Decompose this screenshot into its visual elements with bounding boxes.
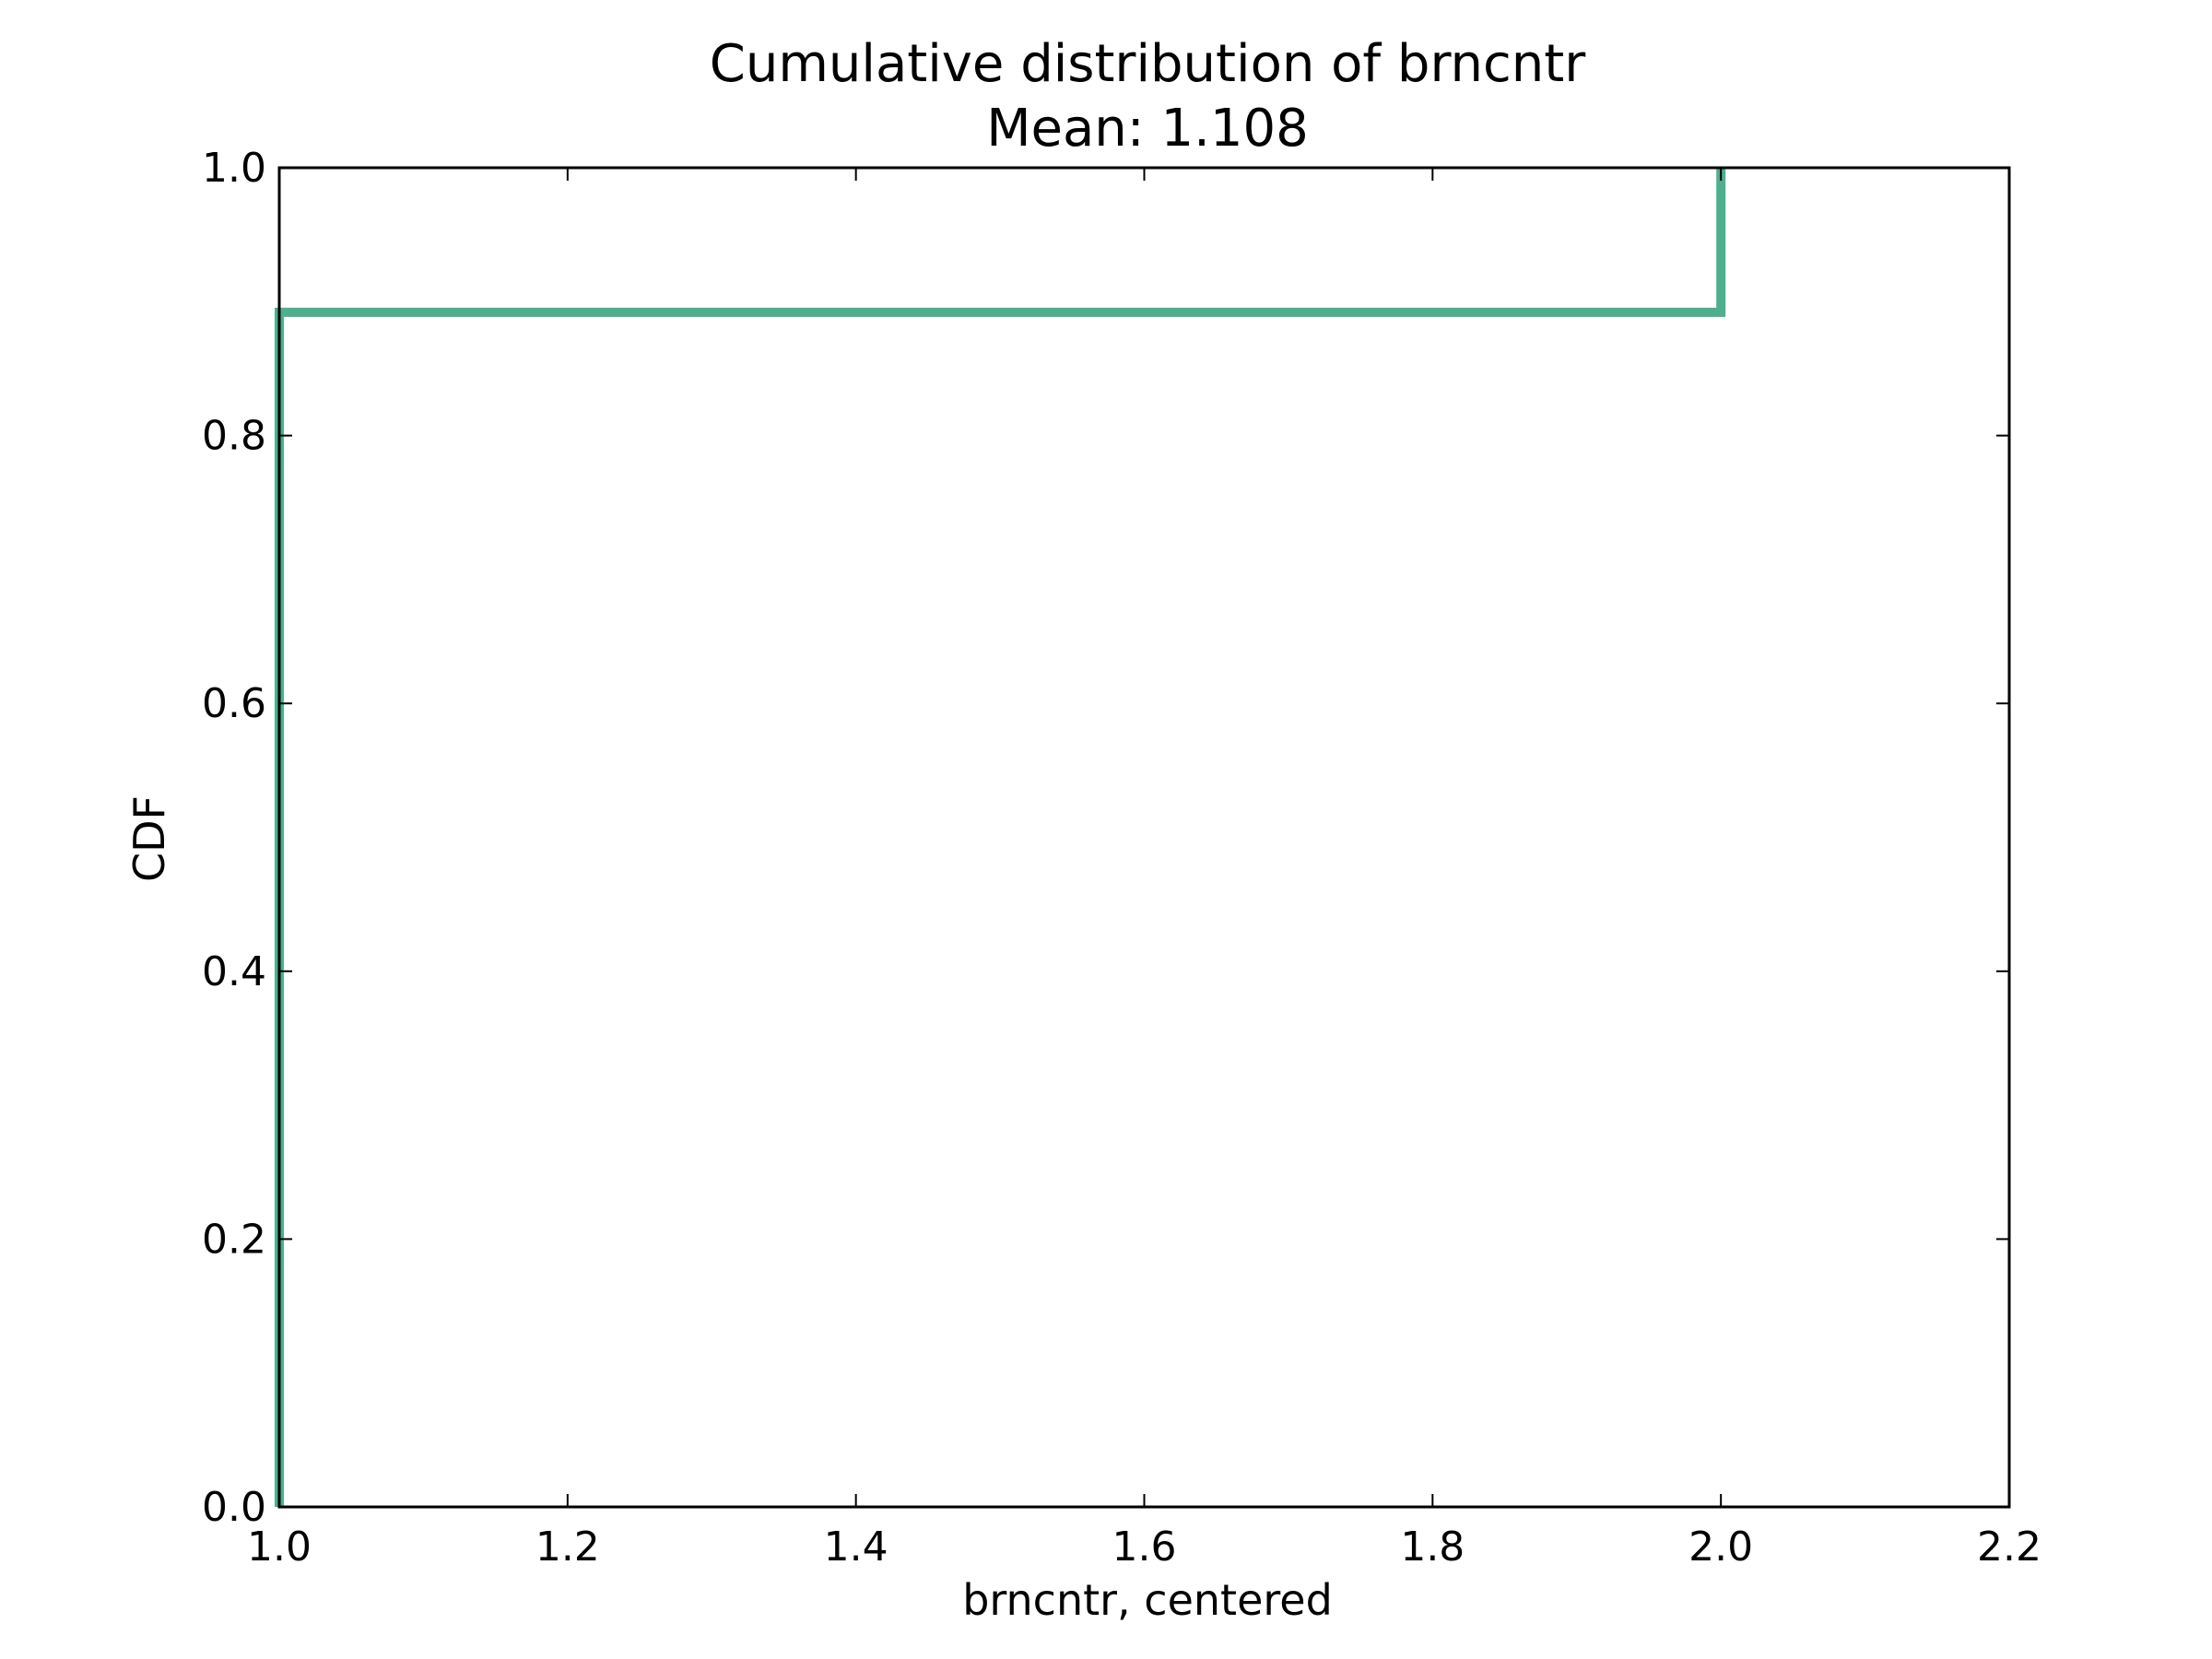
cdf-step-line-0 xyxy=(275,168,1726,1507)
x-tick-label: 1.6 xyxy=(1112,1524,1177,1571)
plot-area: 1.0 1.2 1.4 1.6 1.8 2.0 2.2 0.0 0.2 0.4 0.6 0.8 1.0 xyxy=(202,145,2041,1571)
x-tick-label: 2.2 xyxy=(1977,1524,2041,1571)
x-tick-label: 1.8 xyxy=(1400,1524,1465,1571)
y-tick-label: 0.4 xyxy=(202,948,266,995)
x-tick-label: 1.2 xyxy=(535,1524,600,1571)
chart-title: Cumulative distribution of brncntr xyxy=(710,34,1586,94)
x-tick-label: 1.0 xyxy=(247,1524,312,1571)
axes-frame xyxy=(277,166,2011,1509)
y-tick-label: 0.0 xyxy=(202,1484,266,1531)
y-tick-label: 0.8 xyxy=(202,413,266,460)
y-tick-label: 1.0 xyxy=(202,145,266,192)
x-axis-label: brncntr, centered xyxy=(962,1575,1333,1625)
chart-subtitle: Mean: 1.108 xyxy=(986,99,1309,159)
x-tick-label: 1.4 xyxy=(824,1524,888,1571)
x-tick-label: 2.0 xyxy=(1688,1524,1753,1571)
y-tick-label: 0.2 xyxy=(202,1216,266,1263)
y-axis-label: CDF xyxy=(124,795,174,882)
y-tick-label: 0.6 xyxy=(202,680,266,727)
